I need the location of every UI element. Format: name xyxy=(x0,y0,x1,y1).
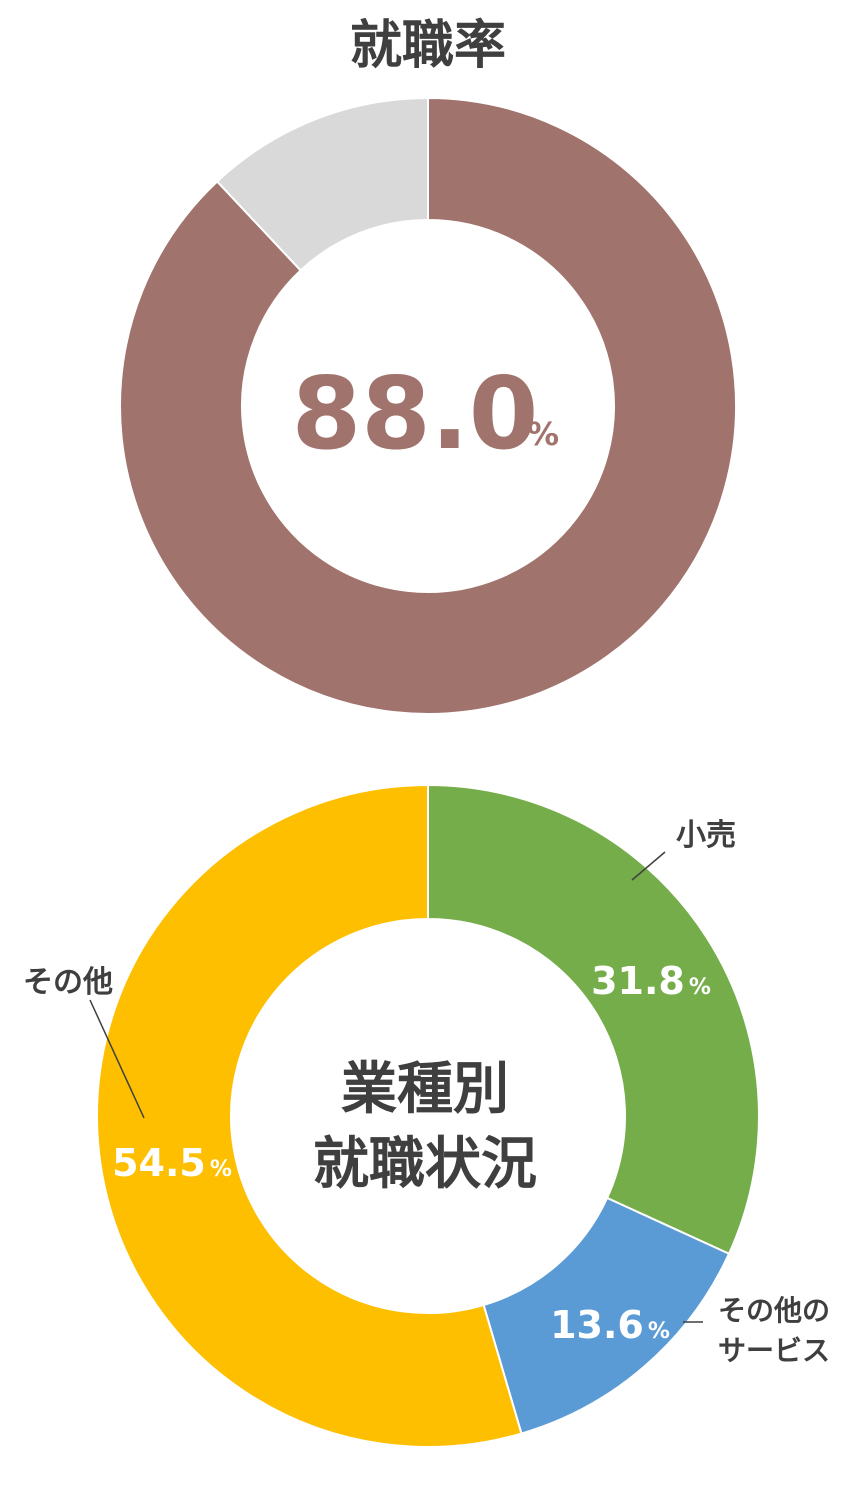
non-employment-segment xyxy=(215,96,429,272)
employment-rate-donut xyxy=(119,96,737,715)
other-services-value-label: 13.6% xyxy=(550,1303,670,1347)
employment-rate-unit: % xyxy=(527,415,559,453)
industry-donut xyxy=(96,783,760,1448)
other-category-label: その他 xyxy=(23,965,113,1000)
retail-callout-line xyxy=(631,851,666,881)
other-services-category-label-line2: サービス xyxy=(718,1334,830,1367)
industry-center-title-line1: 業種別 xyxy=(341,1057,509,1122)
other-services-category-label-line1: その他の xyxy=(718,1294,830,1327)
other-value-label: 54.5% xyxy=(112,1141,232,1185)
other-segment xyxy=(96,783,523,1448)
retail-segment xyxy=(427,783,760,1256)
employment-rate-title: 就職率 xyxy=(350,16,506,76)
employment-rate-segment xyxy=(119,96,737,715)
other-callout-line xyxy=(89,999,145,1119)
employment-rate-value: 88.0 xyxy=(292,355,539,472)
retail-value-label: 31.8% xyxy=(591,959,711,1003)
retail-category-label: 小売 xyxy=(676,818,736,853)
industry-center-title-line2: 就職状況 xyxy=(313,1132,537,1197)
